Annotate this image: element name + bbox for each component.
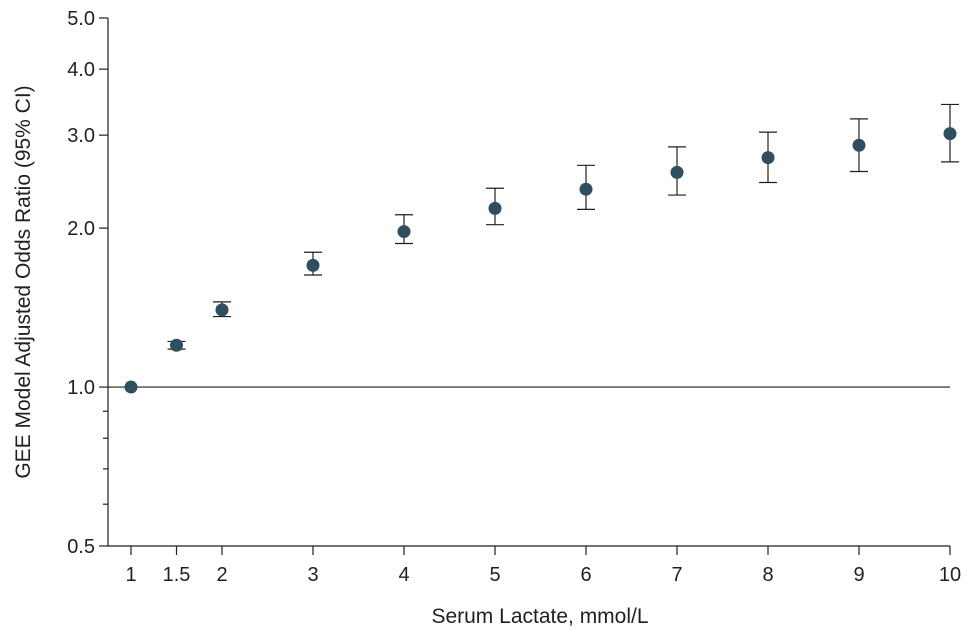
x-tick-label: 5 — [489, 564, 500, 586]
x-tick-label: 7 — [671, 564, 682, 586]
y-tick-label: 0.5 — [67, 536, 95, 558]
y-tick-label: 1.0 — [67, 377, 95, 399]
tick-labels: 0.5 1.0 2.0 3.0 4.0 5.0 1 1.5 2 3 4 5 6 7 8 9 10 — [67, 8, 961, 586]
axes — [99, 17, 951, 555]
x-tick-label: 3 — [307, 564, 318, 586]
data-point — [761, 151, 775, 165]
x-tick-label: 2 — [216, 564, 227, 586]
x-tick-label: 4 — [398, 564, 409, 586]
error-bars — [167, 103, 959, 350]
x-tick-label: 1 — [125, 564, 136, 586]
x-tick-label: 10 — [939, 564, 961, 586]
data-points — [124, 127, 957, 394]
data-point — [397, 225, 411, 239]
data-point — [670, 165, 684, 179]
x-tick-label: 1.5 — [163, 564, 191, 586]
y-tick-label: 4.0 — [67, 59, 95, 81]
y-tick-label: 5.0 — [67, 8, 95, 30]
data-point — [215, 303, 229, 317]
data-point — [852, 138, 866, 152]
y-tick-label: 2.0 — [67, 218, 95, 240]
data-point — [170, 338, 183, 352]
x-tick-label: 6 — [580, 564, 591, 586]
data-point — [579, 182, 593, 196]
data-point — [488, 201, 502, 215]
x-tick-label: 9 — [853, 564, 864, 586]
data-point — [943, 127, 957, 141]
data-point — [306, 258, 320, 272]
data-point — [124, 380, 138, 394]
x-axis-title: Serum Lactate, mmol/L — [431, 605, 648, 628]
y-tick-label: 3.0 — [67, 125, 95, 147]
y-axis-title: GEE Model Adjusted Odds Ratio (95% CI) — [12, 85, 35, 478]
x-tick-label: 8 — [762, 564, 773, 586]
